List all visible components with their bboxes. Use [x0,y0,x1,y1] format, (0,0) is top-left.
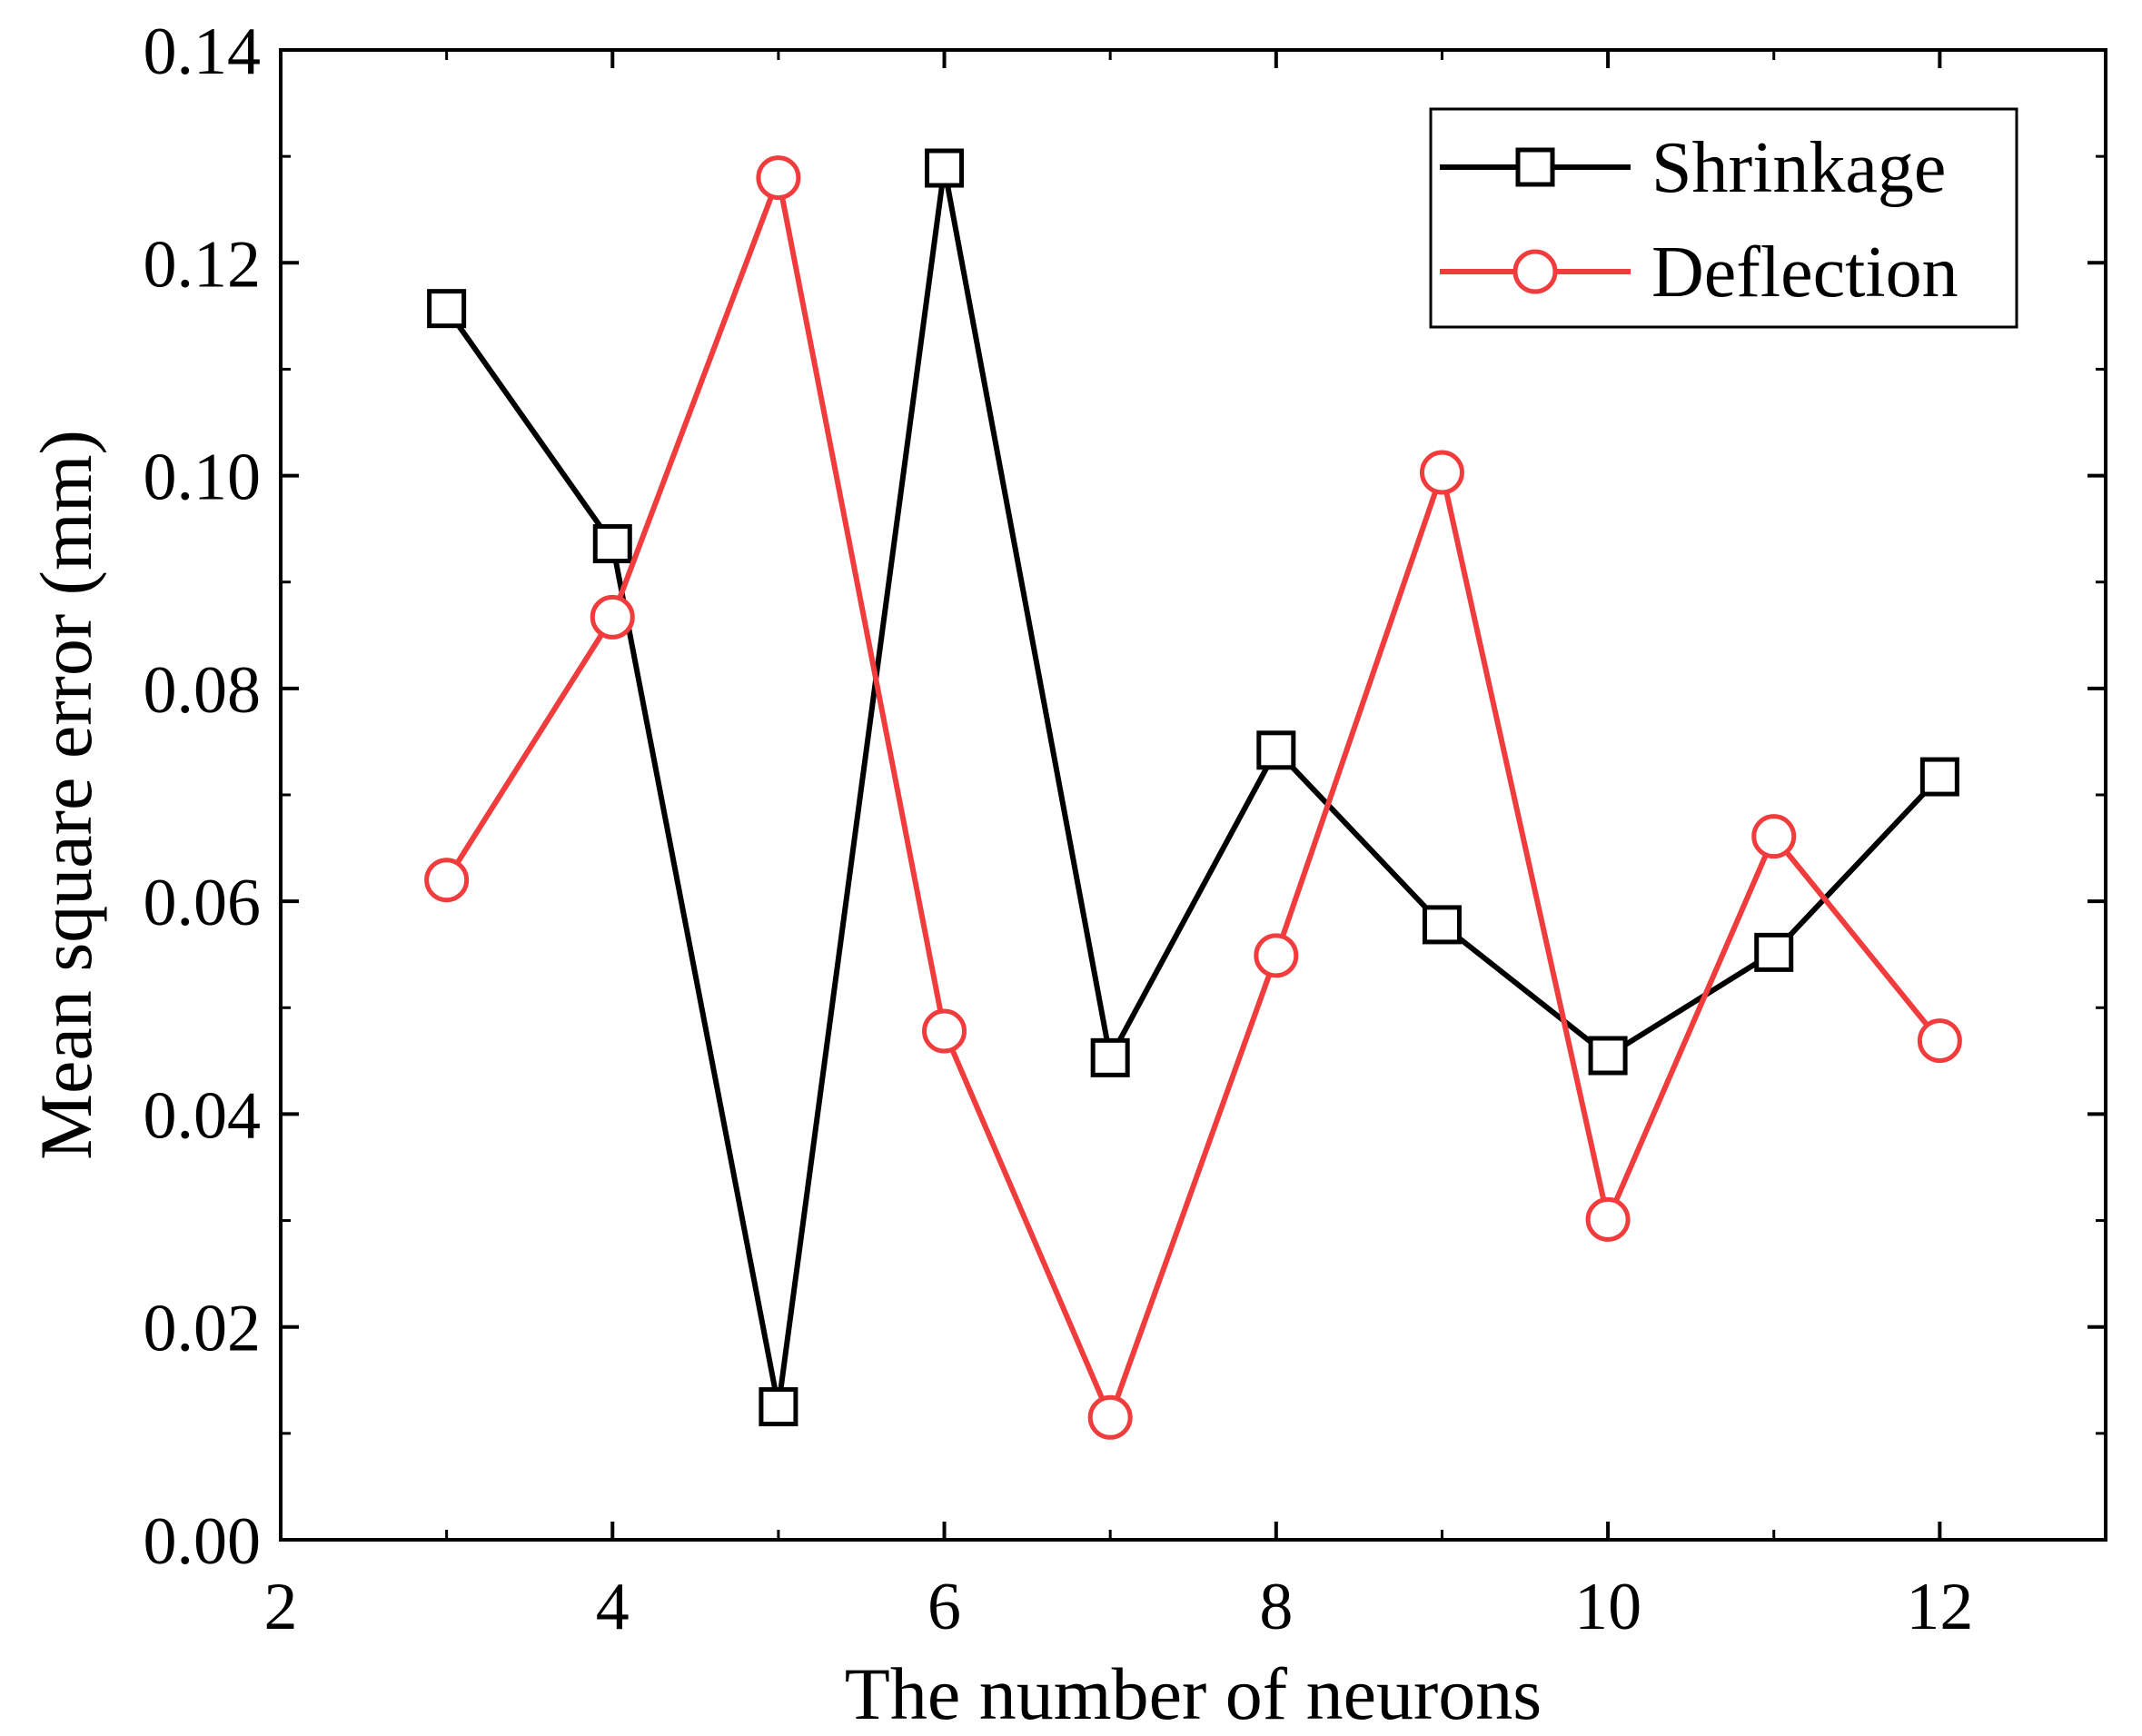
y-axis-title: Mean square error (mm) [25,430,107,1160]
y-tick-label: 0.04 [144,1078,262,1153]
data-point-shrinkage [1588,1036,1628,1076]
data-point-deflection [922,1008,967,1054]
data-point-deflection [1254,933,1299,978]
x-axis-title: The number of neurons [845,1652,1542,1735]
data-point-shrinkage [427,289,467,329]
legend-label-shrinkage: Shrinkage [1651,128,1946,208]
data-point-deflection [1087,1394,1133,1440]
data-point-deflection [756,155,801,201]
data-point-shrinkage [759,1387,798,1427]
x-tick-label: 8 [1259,1570,1293,1644]
series-line-shrinkage [444,167,1942,1408]
y-tick-label: 0.02 [144,1292,262,1366]
legend-marker-shrinkage [1515,147,1555,187]
data-point-shrinkage [1422,905,1462,945]
y-tick-label: 0.00 [144,1504,262,1579]
y-tick-label: 0.06 [144,866,262,940]
y-tick-label: 0.10 [144,441,262,515]
data-series [424,148,1962,1440]
tick-labels: 2 4 6 8 10 12 0.00 0.02 0.04 0.06 0.08 0.10 0.12 0.14 [144,15,1974,1644]
x-tick-label: 12 [1906,1570,1973,1644]
data-point-deflection [1419,450,1464,495]
data-point-shrinkage [592,524,632,564]
x-tick-label: 2 [264,1570,298,1644]
data-point-shrinkage [1256,730,1296,770]
data-point-deflection [1751,814,1797,859]
y-tick-label: 0.14 [144,15,262,89]
data-point-shrinkage [1090,1037,1130,1077]
data-point-shrinkage [925,148,965,188]
x-tick-label: 4 [596,1570,630,1644]
legend: Shrinkage Deflection [1429,107,2018,329]
y-tick-label: 0.12 [144,227,262,302]
data-point-deflection [424,858,470,903]
data-point-shrinkage [1919,757,1959,797]
legend-marker-deflection [1512,249,1558,294]
y-tick-label: 0.08 [144,653,262,728]
series-line-deflection [444,167,1942,1425]
x-tick-label: 10 [1574,1570,1641,1644]
data-point-deflection [1917,1018,1962,1064]
data-point-shrinkage [1754,932,1794,972]
plot-frame [279,48,2107,1542]
legend-label-deflection: Deflection [1651,233,1959,312]
data-point-deflection [590,594,635,640]
x-tick-label: 6 [927,1570,961,1644]
data-point-deflection [1585,1196,1631,1242]
